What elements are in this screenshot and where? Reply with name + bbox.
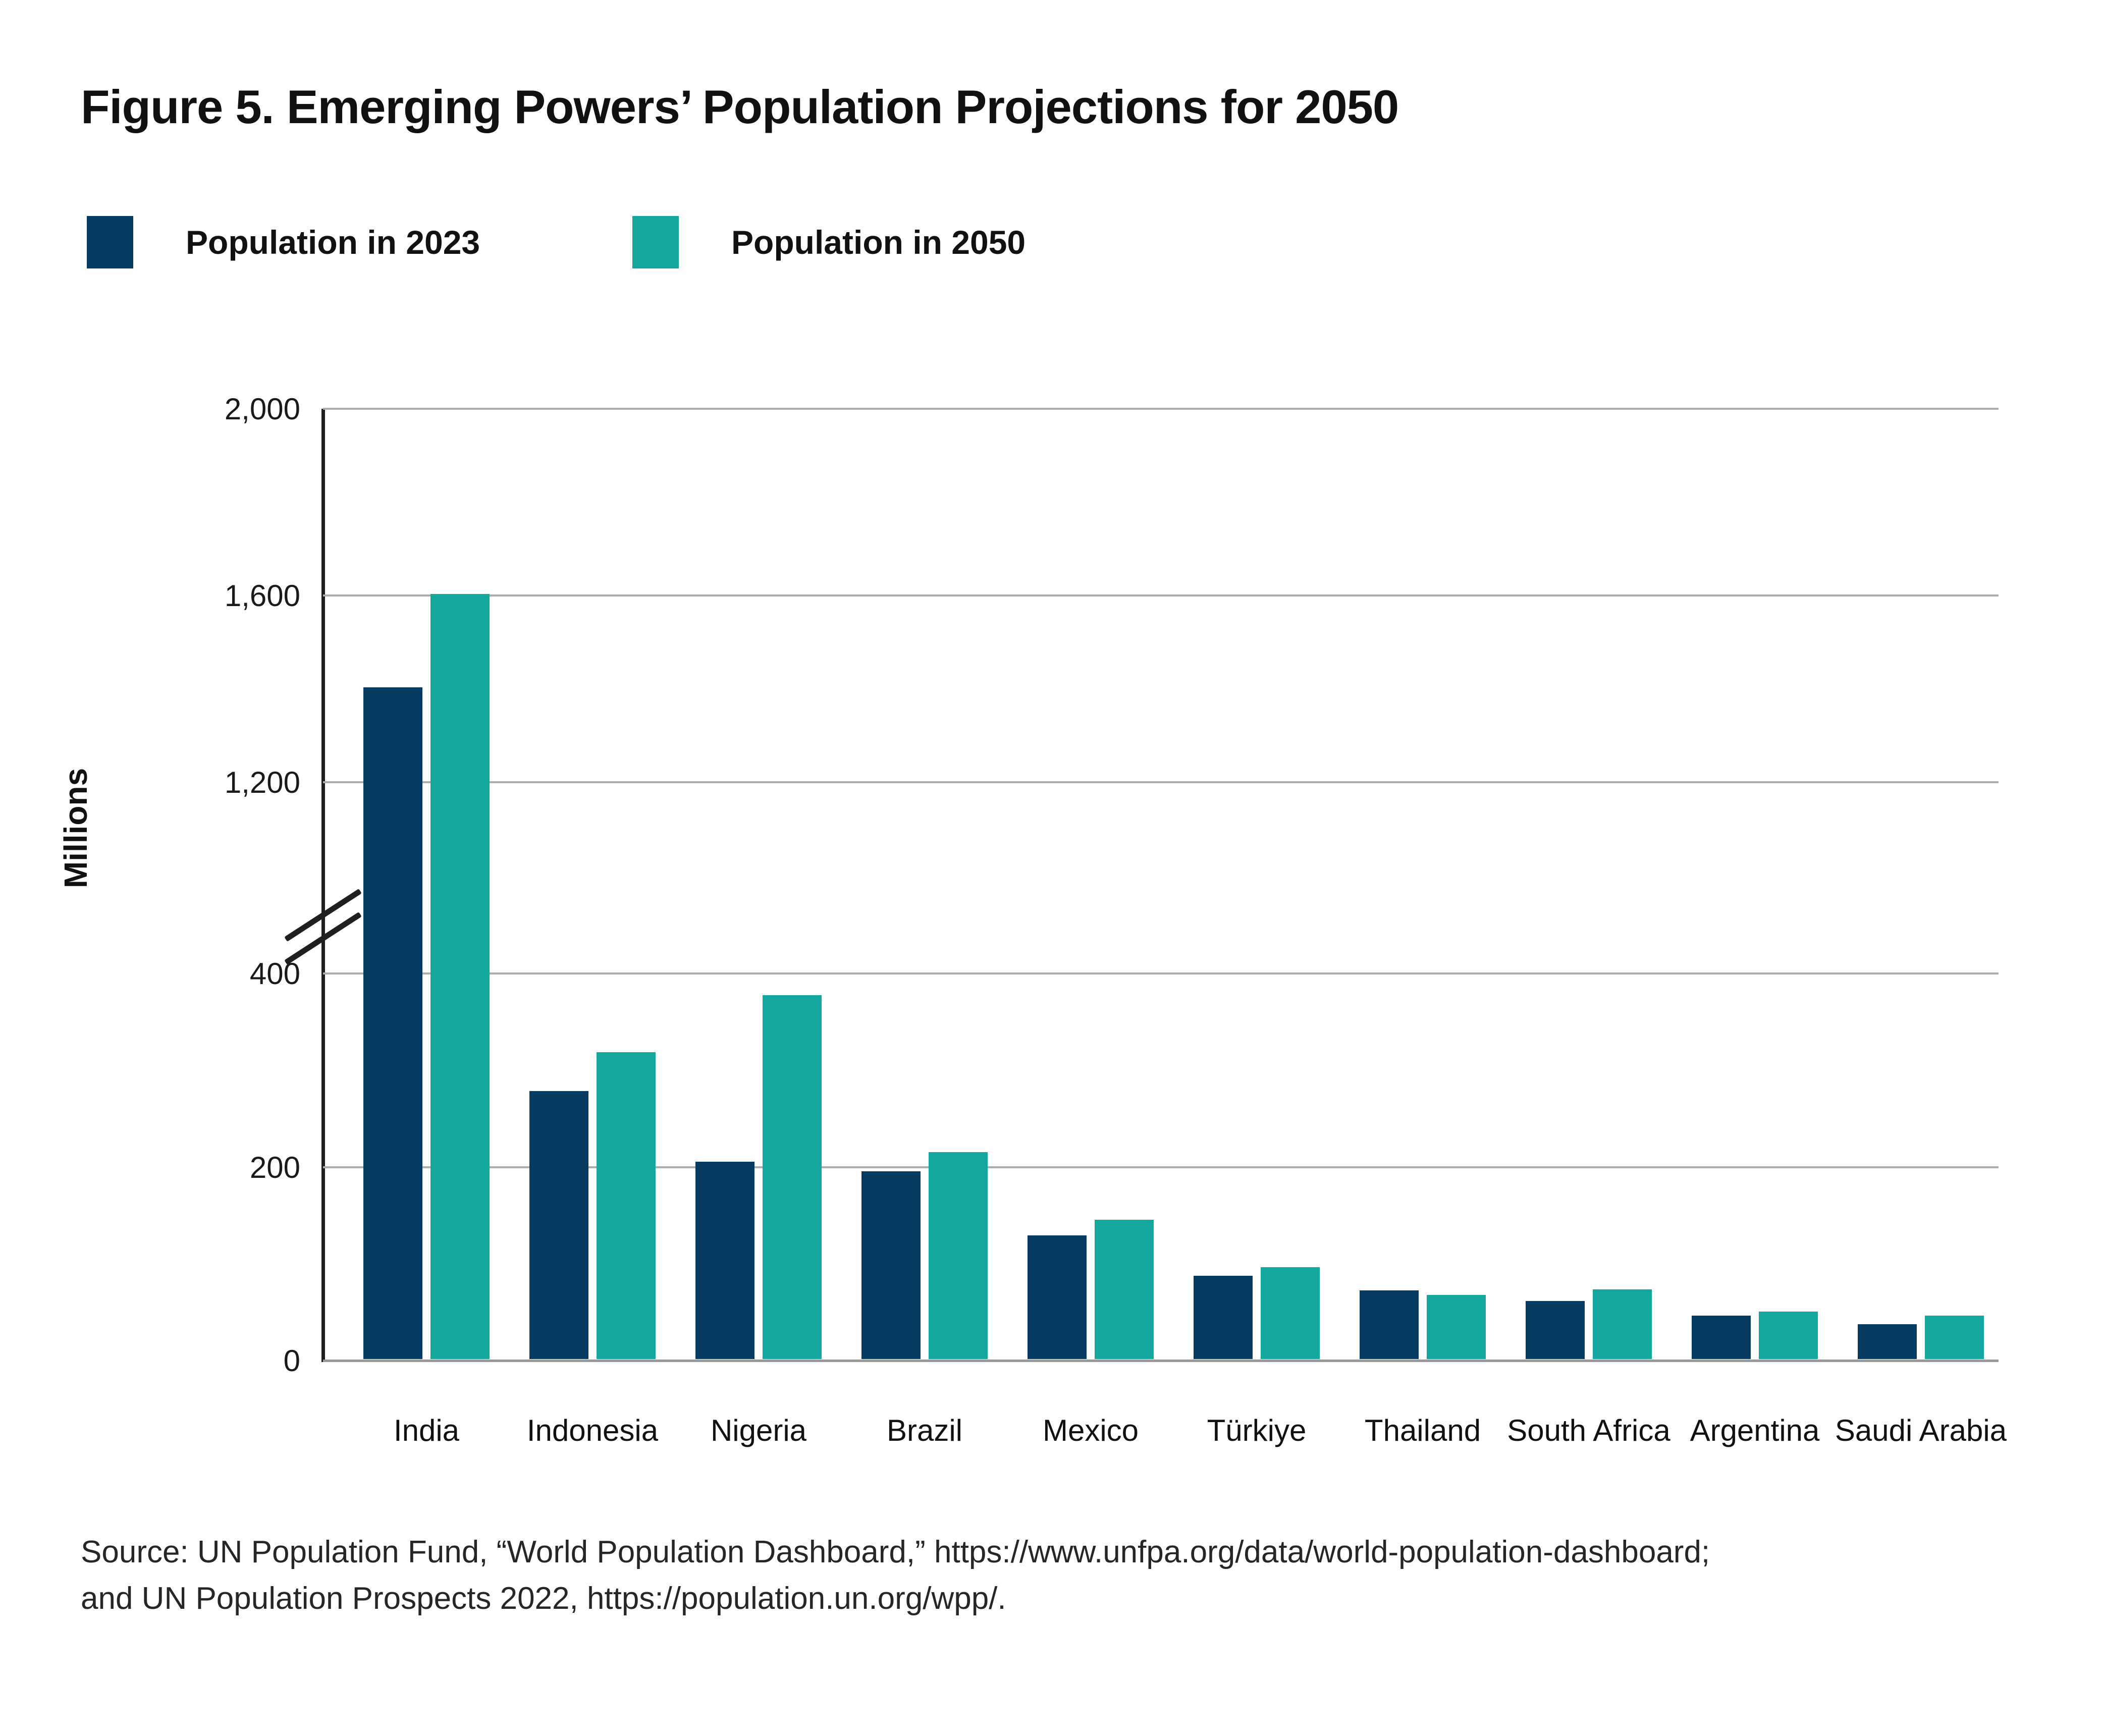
- gridline-2000: [323, 408, 1999, 410]
- bar-saudi-arabia-2050: [1925, 1315, 1984, 1359]
- bar-india-2050: [430, 594, 490, 1359]
- x-tick-label-brazil: Brazil: [886, 1414, 963, 1447]
- y-axis-title: Millions: [58, 768, 94, 888]
- legend-label-2023: Population in 2023: [186, 224, 480, 261]
- bar-mexico-2023: [1028, 1235, 1087, 1359]
- y-tick-label-200: 200: [249, 1150, 300, 1184]
- bar-thailand-2050: [1427, 1295, 1486, 1359]
- gridline-1600: [323, 594, 1999, 596]
- x-tick-label-türkiye: Türkiye: [1207, 1414, 1307, 1447]
- x-tick-label-thailand: Thailand: [1364, 1414, 1481, 1447]
- x-tick-label-argentina: Argentina: [1690, 1414, 1820, 1447]
- gridline-200: [323, 1166, 1999, 1168]
- y-tick-label-2000: 2,000: [224, 392, 300, 426]
- bar-argentina-2023: [1692, 1315, 1751, 1359]
- bar-brazil-2023: [861, 1171, 921, 1359]
- source-note: Source: UN Population Fund, “World Popul…: [81, 1529, 1710, 1622]
- page-title: Figure 5. Emerging Powers’ Population Pr…: [81, 80, 1399, 133]
- bar-saudi-arabia-2023: [1858, 1324, 1917, 1359]
- source-line-1: Source: UN Population Fund, “World Popul…: [81, 1535, 1710, 1569]
- bar-brazil-2050: [929, 1152, 988, 1359]
- legend-label-2050: Population in 2050: [731, 224, 1026, 261]
- source-line-2: and UN Population Prospects 2022, https:…: [81, 1581, 1006, 1616]
- plot-area: [284, 408, 1999, 1362]
- bar-india-2023: [363, 687, 422, 1359]
- bar-türkiye-2023: [1194, 1276, 1253, 1359]
- y-tick-label-1600: 1,600: [224, 579, 300, 613]
- bar-türkiye-2050: [1261, 1267, 1320, 1359]
- gridline-400: [323, 972, 1999, 974]
- x-tick-label-indonesia: Indonesia: [526, 1414, 659, 1447]
- bar-indonesia-2023: [529, 1091, 588, 1359]
- bar-south-africa-2023: [1526, 1300, 1585, 1359]
- x-tick-label-mexico: Mexico: [1042, 1414, 1139, 1447]
- gridline-1200: [323, 781, 1999, 783]
- bar-nigeria-2023: [695, 1161, 754, 1359]
- x-tick-label-south-africa: South Africa: [1507, 1414, 1670, 1447]
- x-tick-label-india: India: [393, 1414, 460, 1447]
- bar-argentina-2050: [1759, 1312, 1818, 1359]
- legend-item-2050: Population in 2050: [632, 216, 1026, 268]
- bar-south-africa-2050: [1593, 1289, 1652, 1359]
- legend-swatch-2023-icon: [87, 216, 133, 268]
- bar-thailand-2023: [1360, 1290, 1419, 1359]
- x-tick-label-saudi-arabia: Saudi Arabia: [1835, 1414, 2007, 1447]
- y-axis-line: [321, 409, 325, 1362]
- bar-indonesia-2050: [597, 1052, 656, 1359]
- legend-item-2023: Population in 2023: [87, 216, 480, 268]
- y-tick-label-1200: 1,200: [224, 766, 300, 799]
- gridline-0: [323, 1360, 1999, 1362]
- bar-mexico-2050: [1095, 1219, 1154, 1359]
- legend-swatch-2050-icon: [632, 216, 679, 268]
- bar-nigeria-2050: [763, 995, 822, 1359]
- y-tick-label-0: 0: [283, 1344, 300, 1378]
- y-tick-label-400: 400: [249, 957, 300, 991]
- x-tick-label-nigeria: Nigeria: [710, 1414, 807, 1447]
